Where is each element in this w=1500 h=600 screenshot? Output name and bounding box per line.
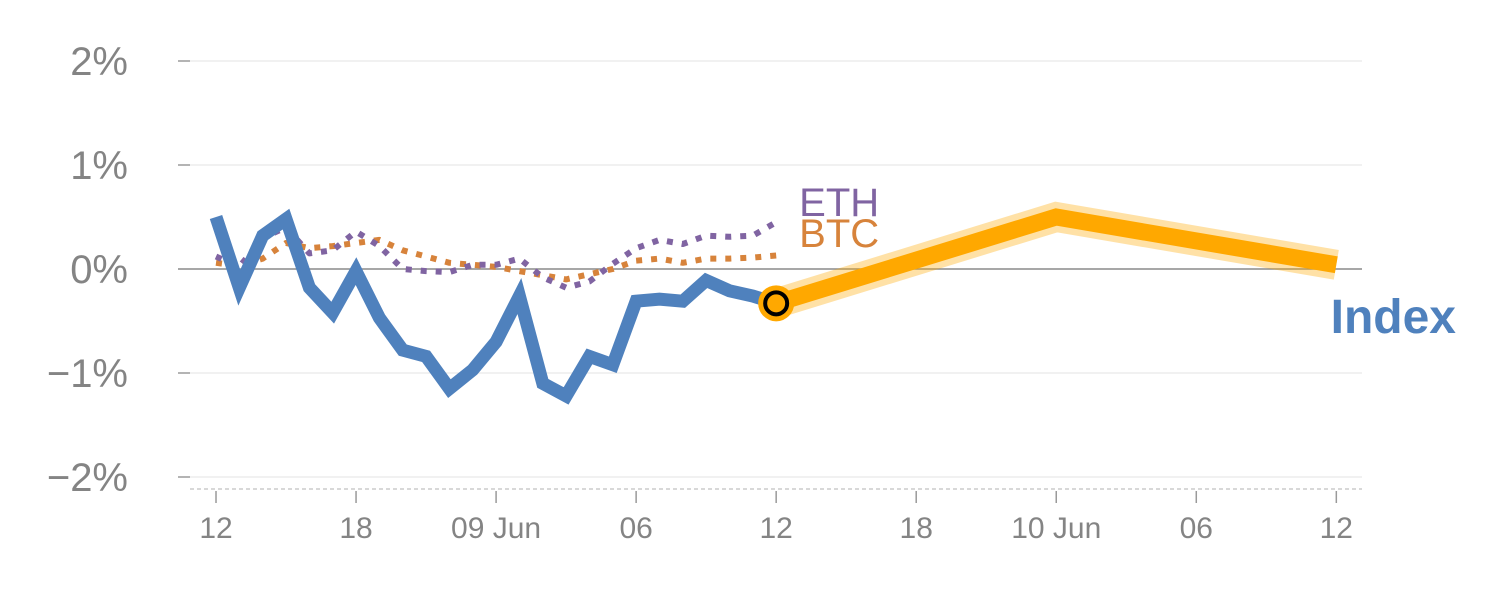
x-tick-label: 12 xyxy=(199,512,232,545)
eth-label: ETH xyxy=(799,181,879,225)
index-label: Index xyxy=(1331,291,1457,344)
series-group xyxy=(209,201,1339,405)
x-tick-label: 10 Jun xyxy=(1011,512,1101,545)
junction-marker xyxy=(763,290,790,317)
x-tick-label: 09 Jun xyxy=(451,512,541,545)
y-tick-label: 2% xyxy=(70,40,128,84)
btc-line xyxy=(215,236,777,283)
index-line xyxy=(209,208,779,405)
eth-line xyxy=(214,219,778,291)
forecast-line xyxy=(773,208,1338,312)
y-axis: 2% 1% 0% −1% −2% xyxy=(47,40,128,500)
x-tick-label: 06 xyxy=(619,512,652,545)
y-tick-label: −1% xyxy=(47,352,128,396)
y-tick-label: 1% xyxy=(70,144,128,188)
x-tick-label: 12 xyxy=(1320,512,1353,545)
x-axis: 12 18 09 Jun 06 12 18 10 Jun 06 12 xyxy=(190,488,1362,545)
x-tick-label: 12 xyxy=(759,512,792,545)
x-tick-label: 06 xyxy=(1180,512,1213,545)
x-tick-label: 18 xyxy=(900,512,933,545)
y-tick-label: 0% xyxy=(70,248,128,292)
y-tick-label: −2% xyxy=(47,456,128,500)
btc-label: BTC xyxy=(799,212,879,256)
grid xyxy=(178,60,1362,478)
x-tick-label: 18 xyxy=(339,512,372,545)
